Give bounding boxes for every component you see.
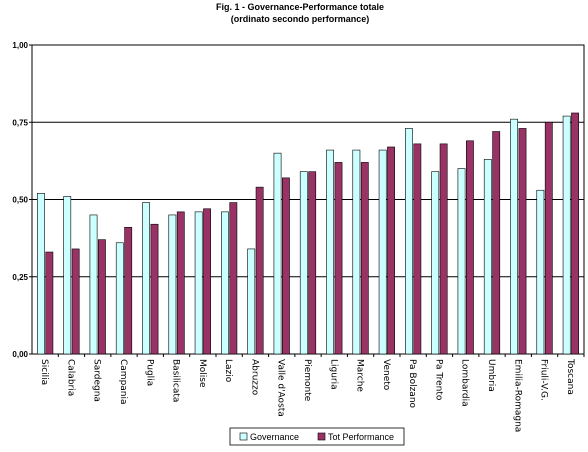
x-category-label: Sardegna [92, 359, 102, 402]
y-tick-label: 0,00 [12, 350, 28, 359]
bar-governance [562, 115, 571, 355]
bar-governance [273, 152, 282, 355]
legend-swatch-tot-performance [317, 432, 326, 441]
bar-tot-performance [176, 211, 185, 355]
legend-box [229, 427, 405, 446]
bar-governance [168, 214, 177, 355]
bar-governance [247, 248, 256, 355]
bar-governance [194, 211, 203, 355]
bar-tot-performance [492, 131, 501, 355]
bar-tot-performance [282, 177, 290, 355]
x-category-label: Abruzzo [249, 359, 259, 396]
bar-governance [115, 242, 124, 355]
x-category-label: Calabria [65, 359, 75, 396]
x-category-label: Umbria [486, 359, 496, 392]
bar-tot-performance [360, 162, 369, 355]
bar-governance [378, 149, 387, 355]
bar-governance [37, 193, 45, 355]
chart-subtitle: (ordinato secondo performance) [231, 14, 370, 24]
x-category-label: Liguria [328, 359, 338, 390]
bar-tot-performance [98, 239, 106, 355]
x-axis-labels: Sicilia Calabria Sardegna Campania Puglia Bas… [39, 354, 585, 432]
x-category-label: Piemonte [302, 359, 312, 402]
bar-tot-performance [150, 223, 159, 355]
bar-tot-performance [439, 143, 448, 355]
bar-tot-performance [413, 143, 422, 355]
bar-governance [352, 149, 361, 355]
bar-governance [221, 211, 229, 355]
bar-governance [326, 149, 334, 355]
x-category-label: Sicilia [39, 359, 49, 385]
x-category-label: Toscana [565, 358, 575, 395]
bar-tot-performance [387, 146, 395, 355]
y-axis-ticks: 0,00 0,25 0,50 0,75 1,00 [12, 41, 32, 359]
x-category-label: Friuli-V.G. [539, 359, 549, 401]
x-category-label: Lazio [223, 359, 233, 383]
legend-label-governance: Governance [250, 432, 299, 442]
legend-label-tot-performance: Tot Performance [328, 432, 394, 442]
bar-tot-performance [124, 227, 133, 355]
y-tick-label: 0,75 [12, 118, 28, 127]
x-category-label: Molise [197, 359, 207, 388]
bar-tot-performance [255, 186, 264, 355]
bar-tot-performance [334, 162, 343, 355]
bar-governance [142, 202, 150, 355]
bar-tot-performance [518, 128, 527, 355]
bar-tot-performance [45, 251, 54, 355]
legend: Governance Tot Performance [229, 427, 405, 446]
bar-governance [63, 196, 72, 355]
bar-governance [510, 118, 518, 355]
bar-tot-performance [571, 112, 579, 355]
bar-tot-performance [229, 202, 238, 355]
bar-governance [483, 159, 492, 355]
x-category-label: Lombardia [460, 359, 470, 407]
bar-tot-performance [544, 121, 553, 355]
bar-governance [431, 171, 440, 355]
bar-governance [536, 189, 545, 355]
x-category-label: Campania [118, 359, 128, 405]
bar-tot-performance [203, 208, 211, 355]
x-category-label: Pa Bolzano [407, 359, 417, 409]
legend-swatch-governance [239, 432, 248, 441]
bar-tot-performance [71, 248, 80, 355]
x-category-label: Basilicata [171, 359, 181, 402]
bar-governance [405, 128, 413, 355]
x-category-label: Veneto [381, 359, 391, 391]
bar-governance [299, 171, 308, 355]
y-tick-label: 1,00 [12, 41, 28, 50]
x-category-label: Marche [355, 359, 365, 392]
bar-governance [89, 214, 98, 355]
gridlines [32, 44, 584, 355]
y-tick-label: 0,25 [12, 273, 28, 282]
chart-title: Fig. 1 - Governance-Performance totale [216, 2, 384, 12]
bar-tot-performance [308, 171, 317, 355]
bars [37, 112, 579, 355]
x-category-label: Pa Trento [433, 359, 443, 401]
bar-tot-performance [466, 140, 474, 355]
x-category-label: Puglia [144, 359, 154, 386]
bar-governance [457, 168, 466, 355]
y-tick-label: 0,50 [12, 196, 28, 205]
x-category-label: Valle d'Aosta [276, 359, 286, 417]
x-category-label: Emilia-Romagna [512, 359, 522, 432]
